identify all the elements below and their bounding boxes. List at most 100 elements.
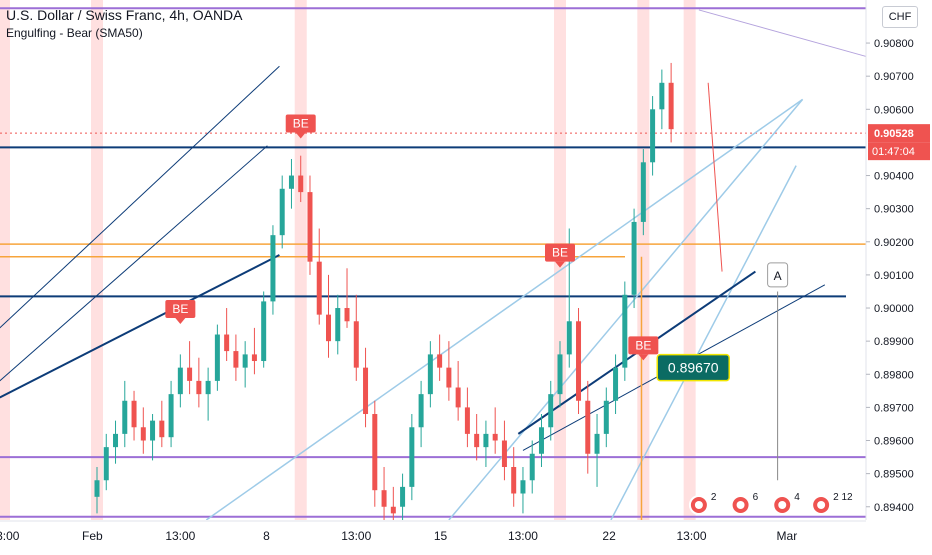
price-axis-label: 0.89900 xyxy=(874,336,914,348)
candle-body xyxy=(400,486,406,507)
candle-body xyxy=(279,188,285,236)
candle-body xyxy=(511,467,517,494)
time-axis-label: 13:00 xyxy=(0,529,20,543)
candle-body xyxy=(103,447,109,481)
candle-body xyxy=(270,235,276,302)
candle-body xyxy=(242,354,248,368)
price-axis-label: 0.89400 xyxy=(874,502,914,514)
price-tag-box xyxy=(656,353,730,382)
time-axis-label: 8 xyxy=(263,529,270,543)
candle-body xyxy=(603,400,609,434)
candle-body xyxy=(261,301,267,362)
candle-body xyxy=(150,420,156,441)
candle-body xyxy=(316,261,322,315)
signal-pointer xyxy=(638,354,649,361)
price-axis-label: 0.90700 xyxy=(874,71,914,83)
channel-line-2 xyxy=(0,145,268,382)
candle-body xyxy=(205,380,211,395)
engulfing-bear-signal: BE xyxy=(545,243,575,268)
candle-body xyxy=(659,82,665,110)
candle-body xyxy=(474,433,480,448)
candle-body xyxy=(538,427,544,454)
signal-highlight-band xyxy=(91,0,103,520)
time-axis-label: Feb xyxy=(82,529,103,543)
candle-body xyxy=(594,433,600,454)
candle-body xyxy=(353,321,359,368)
candle-body xyxy=(631,221,637,295)
price-axis-label: 0.90300 xyxy=(874,204,914,216)
candle-body xyxy=(390,506,396,514)
candle-body xyxy=(326,314,331,342)
price-axis-label: 0.90200 xyxy=(874,237,914,249)
signal-box xyxy=(545,243,575,262)
candle-body xyxy=(557,354,563,395)
current-price-label: 0.90528 xyxy=(874,128,914,140)
signal-highlight-band xyxy=(0,0,10,520)
candle-body xyxy=(233,351,239,368)
candle-body xyxy=(131,400,137,428)
signal-label: BE xyxy=(635,338,651,352)
candle-body xyxy=(585,400,591,454)
time-axis-label: 13:00 xyxy=(341,529,371,543)
candle-body xyxy=(214,334,220,381)
symbol-title: U.S. Dollar / Swiss Franc, 4h, OANDA xyxy=(6,7,243,23)
candle-body xyxy=(455,387,461,408)
engulfing-bear-signal: BE xyxy=(628,336,659,361)
price-axis-label: 0.90800 xyxy=(874,38,914,50)
current-price-label-bg xyxy=(868,124,930,143)
price-axis-label: 0.90600 xyxy=(874,104,914,116)
price-axis-label: 0.89500 xyxy=(874,469,914,481)
currency-badge[interactable]: CHF xyxy=(882,6,918,28)
candle-body xyxy=(94,480,100,497)
signal-box xyxy=(165,299,196,318)
price-axis-label: 0.90400 xyxy=(874,171,914,183)
news-event-icon xyxy=(778,501,787,509)
candle-body xyxy=(520,480,526,494)
candle-body xyxy=(288,175,294,189)
chart-legend: U.S. Dollar / Swiss Franc, 4h, OANDA Eng… xyxy=(6,6,243,42)
signal-pointer xyxy=(555,261,565,268)
candle-body xyxy=(344,308,350,322)
engulfing-bear-signal: BE xyxy=(165,299,196,324)
signal-highlight-band xyxy=(683,0,696,520)
price-axis-label: 0.89700 xyxy=(874,402,914,414)
candle-body xyxy=(113,433,119,448)
time-axis-label: 13:00 xyxy=(676,529,706,543)
price-axis-label: 0.90100 xyxy=(874,270,914,282)
candle-body xyxy=(307,192,313,262)
candle-body xyxy=(464,407,470,434)
engulfing-bear-signal: BE xyxy=(285,114,316,139)
trend-line-bold-1 xyxy=(0,254,280,399)
time-axis-label: 22 xyxy=(602,529,616,543)
candle-body xyxy=(501,440,507,468)
signal-pointer xyxy=(175,317,186,324)
candle-body xyxy=(529,453,535,481)
price-axis-label: 0.89600 xyxy=(874,436,914,448)
price-axis xyxy=(866,0,932,550)
candle-body xyxy=(427,354,433,395)
candle-body xyxy=(418,394,424,428)
candle-body xyxy=(335,308,341,342)
time-axis-label: Mar xyxy=(777,529,798,543)
news-event-icon xyxy=(736,501,745,509)
countdown-label: 01:47:04 xyxy=(872,146,915,158)
candle-body xyxy=(566,321,572,355)
candle-body xyxy=(640,162,646,222)
signal-box xyxy=(628,336,659,355)
time-axis xyxy=(0,520,866,550)
price-axis-label: 0.90000 xyxy=(874,303,914,315)
candle-body xyxy=(251,354,257,362)
candle-body xyxy=(224,334,230,352)
candle-body xyxy=(177,367,183,395)
indicator-label: Engulfing - Bear (SMA50) xyxy=(6,26,143,40)
price-tag-label: 0.89670 xyxy=(668,360,719,376)
channel-line-1 xyxy=(0,65,280,329)
news-event-label: 2 12 xyxy=(833,492,853,503)
time-axis-label: 13:00 xyxy=(165,529,195,543)
candle-body xyxy=(196,380,202,395)
trend-line-light-2 xyxy=(205,98,804,521)
candle-body xyxy=(298,175,304,193)
signal-box xyxy=(285,114,316,133)
